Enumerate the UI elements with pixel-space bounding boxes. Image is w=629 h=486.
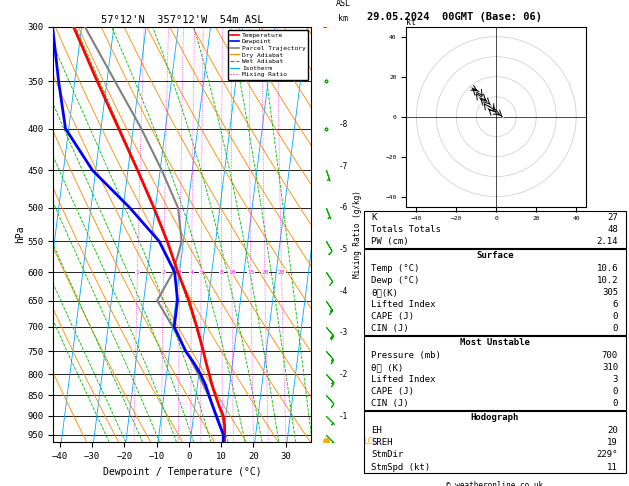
Text: Temp (°C): Temp (°C) [372,264,420,273]
Text: 10: 10 [228,270,235,275]
Text: -7: -7 [339,162,348,171]
Text: 4: 4 [190,270,194,275]
Text: 0: 0 [613,399,618,408]
Text: 20: 20 [607,426,618,435]
Text: Lifted Index: Lifted Index [372,375,436,384]
Text: 8: 8 [220,270,223,275]
Text: 305: 305 [602,288,618,297]
Text: θᴛ (K): θᴛ (K) [372,363,404,372]
Text: 2: 2 [162,270,165,275]
Text: -2: -2 [339,370,348,379]
Text: 2.14: 2.14 [596,237,618,246]
Title: 57°12'N  357°12'W  54m ASL: 57°12'N 357°12'W 54m ASL [101,15,264,25]
Text: Hodograph: Hodograph [470,414,519,422]
Text: 0: 0 [613,387,618,397]
Text: Totals Totals: Totals Totals [372,225,442,234]
Bar [364,411,626,473]
Text: © weatheronline.co.uk: © weatheronline.co.uk [446,481,543,486]
Bar [364,211,626,247]
Text: PW (cm): PW (cm) [372,237,409,246]
Text: CAPE (J): CAPE (J) [372,387,415,397]
Text: 5: 5 [199,270,203,275]
Text: StmDir: StmDir [372,451,404,459]
Text: 48: 48 [607,225,618,234]
Text: 27: 27 [607,213,618,222]
Legend: Temperature, Dewpoint, Parcel Trajectory, Dry Adiabat, Wet Adiabat, Isotherm, Mi: Temperature, Dewpoint, Parcel Trajectory… [228,30,308,80]
Text: 19: 19 [607,438,618,448]
Text: -4: -4 [339,287,348,295]
Text: 10.6: 10.6 [596,264,618,273]
Text: -5: -5 [339,245,348,254]
Text: 1: 1 [136,270,139,275]
X-axis label: Dewpoint / Temperature (°C): Dewpoint / Temperature (°C) [103,467,262,477]
Text: StmSpd (kt): StmSpd (kt) [372,463,431,471]
Text: CAPE (J): CAPE (J) [372,312,415,321]
Text: -1: -1 [339,412,348,420]
Text: CIN (J): CIN (J) [372,399,409,408]
Text: km: km [338,14,348,22]
Text: 15: 15 [247,270,255,275]
Text: 20: 20 [261,270,269,275]
Text: K: K [372,213,377,222]
Text: 3: 3 [178,270,182,275]
Text: 29.05.2024  00GMT (Base: 06): 29.05.2024 00GMT (Base: 06) [367,12,542,22]
Text: CIN (J): CIN (J) [372,324,409,333]
Bar [364,249,626,335]
Text: EH: EH [372,426,382,435]
Text: 700: 700 [602,351,618,360]
Text: θᴛ(K): θᴛ(K) [372,288,398,297]
Text: Surface: Surface [476,251,513,260]
Text: 3: 3 [613,375,618,384]
Text: LCL: LCL [363,436,377,446]
Text: -6: -6 [339,203,348,212]
Text: kt: kt [406,17,416,27]
Text: ASL: ASL [336,0,351,8]
Text: 0: 0 [613,324,618,333]
Bar [364,336,626,410]
Text: 6: 6 [613,300,618,309]
Text: 229°: 229° [596,451,618,459]
Text: Most Unstable: Most Unstable [460,338,530,347]
Text: Lifted Index: Lifted Index [372,300,436,309]
Text: 310: 310 [602,363,618,372]
Text: SREH: SREH [372,438,393,448]
Text: -8: -8 [339,120,348,129]
Text: -3: -3 [339,328,348,337]
Text: 0: 0 [613,312,618,321]
Text: 11: 11 [607,463,618,471]
Text: Pressure (mb): Pressure (mb) [372,351,442,360]
Text: Mixing Ratio (g/kg): Mixing Ratio (g/kg) [353,191,362,278]
Y-axis label: hPa: hPa [15,226,25,243]
Text: Dewp (°C): Dewp (°C) [372,276,420,285]
Text: 28: 28 [278,270,285,275]
Text: 10.2: 10.2 [596,276,618,285]
